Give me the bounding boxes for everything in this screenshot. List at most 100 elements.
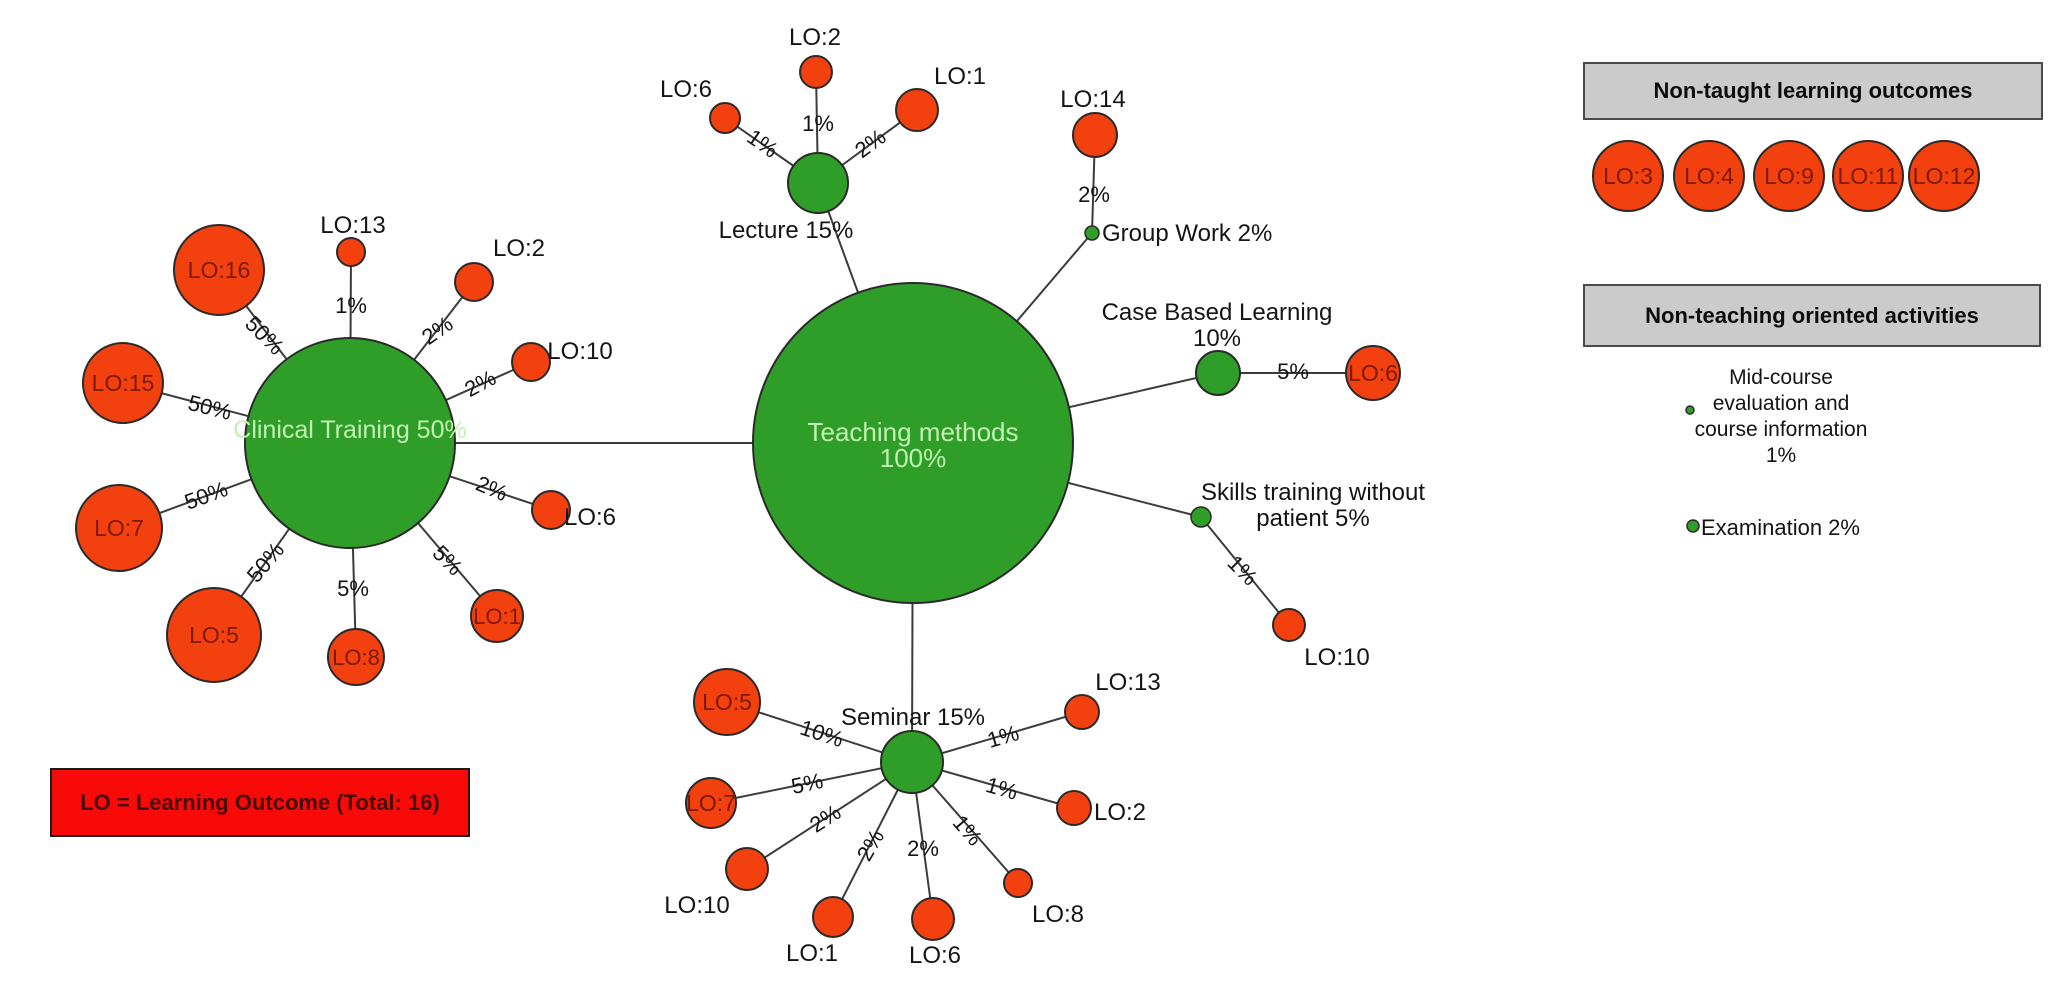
node-m-lo7 bbox=[685, 777, 737, 829]
node-c-lo1 bbox=[470, 589, 524, 643]
label-g-lo14: LO:14 bbox=[1060, 86, 1125, 113]
edge-label-seminar--m-lo13: 1% bbox=[984, 720, 1021, 753]
panel-non-taught-header: Non-taught learning outcomes bbox=[1583, 62, 2043, 120]
node-m-lo1 bbox=[812, 896, 854, 938]
label-c-lo1: LO:1 bbox=[473, 604, 521, 629]
label-c-lo6: LO:6 bbox=[564, 504, 616, 531]
node-m-lo10 bbox=[725, 847, 769, 891]
node-teaching-methods bbox=[752, 282, 1074, 604]
node-nt-lo12 bbox=[1908, 140, 1980, 212]
node-m-lo13 bbox=[1064, 694, 1100, 730]
edge-skills-training--s-lo10 bbox=[1200, 516, 1290, 626]
edge-label-group-work--g-lo14: 2% bbox=[1078, 182, 1110, 207]
node-skills-training bbox=[1190, 506, 1212, 528]
label-group-work: Group Work 2% bbox=[1102, 220, 1272, 247]
node-clinical-training bbox=[244, 337, 456, 549]
edge-label-seminar--m-lo6: 2% bbox=[907, 836, 939, 861]
panel-non-teaching-header: Non-teaching oriented activities bbox=[1583, 284, 2041, 347]
node-nt-lo3 bbox=[1592, 140, 1664, 212]
label-nt-lo3: LO:3 bbox=[1603, 163, 1653, 189]
node-b-lo6 bbox=[1345, 345, 1401, 401]
node-examination bbox=[1686, 519, 1700, 533]
label-l-lo6: LO:6 bbox=[660, 76, 712, 103]
edge-label-case-based-learning--b-lo6: 5% bbox=[1277, 359, 1309, 384]
node-l-lo1 bbox=[895, 88, 939, 132]
node-c-lo13 bbox=[336, 237, 366, 267]
label-l-lo1: LO:1 bbox=[934, 63, 986, 90]
node-c-lo5 bbox=[166, 587, 262, 683]
node-midcourse-eval bbox=[1685, 405, 1695, 415]
label-m-lo7: LO:7 bbox=[686, 790, 736, 816]
label-clinical-training: Clinical Training 50% bbox=[233, 416, 466, 444]
edge-label-skills-training--s-lo10: 1% bbox=[1223, 550, 1263, 590]
label-c-lo16: LO:16 bbox=[188, 257, 251, 283]
node-s-lo10 bbox=[1272, 608, 1306, 642]
label-s-lo10: LO:10 bbox=[1304, 644, 1369, 671]
label-m-lo13: LO:13 bbox=[1095, 669, 1160, 696]
node-c-lo6 bbox=[531, 490, 571, 530]
node-c-lo2 bbox=[454, 262, 494, 302]
node-c-lo15 bbox=[82, 342, 164, 424]
label-c-lo7: LO:7 bbox=[94, 515, 144, 541]
node-l-lo6 bbox=[709, 102, 741, 134]
label-lecture: Lecture 15% bbox=[719, 217, 854, 244]
label-c-lo2: LO:2 bbox=[493, 235, 545, 262]
label-case-based-learning: Case Based Learning 10% bbox=[1102, 299, 1333, 352]
node-m-lo2 bbox=[1056, 790, 1092, 826]
label-m-lo8: LO:8 bbox=[1032, 901, 1084, 928]
label-c-lo13: LO:13 bbox=[320, 212, 385, 239]
label-m-lo6: LO:6 bbox=[909, 942, 961, 969]
edge-label-seminar--m-lo7: 5% bbox=[789, 767, 825, 798]
edge-seminar--m-lo10 bbox=[746, 761, 913, 870]
panel-non-taught-title: Non-taught learning outcomes bbox=[1653, 78, 1973, 103]
label-examination: Examination 2% bbox=[1701, 515, 1860, 540]
label-nt-lo4: LO:4 bbox=[1684, 163, 1734, 189]
node-g-lo14 bbox=[1072, 112, 1118, 158]
edge-label-lecture--l-lo2: 1% bbox=[802, 111, 834, 136]
node-nt-lo11 bbox=[1832, 140, 1904, 212]
edge-label-clinical-training--c-lo13: 1% bbox=[335, 293, 367, 318]
label-m-lo10: LO:10 bbox=[664, 892, 729, 919]
edge-label-clinical-training--c-lo15: 50% bbox=[186, 390, 235, 425]
edge-seminar--m-lo7 bbox=[710, 761, 913, 804]
label-c-lo15: LO:15 bbox=[92, 370, 155, 396]
edge-label-lecture--l-lo6: 1% bbox=[743, 124, 783, 163]
panel-non-teaching-title: Non-teaching oriented activities bbox=[1645, 302, 1979, 328]
label-c-lo5: LO:5 bbox=[189, 622, 239, 648]
label-m-lo1: LO:1 bbox=[786, 940, 838, 967]
label-m-lo5: LO:5 bbox=[702, 689, 752, 715]
edge-label-seminar--m-lo10: 2% bbox=[805, 799, 845, 837]
label-c-lo8: LO:8 bbox=[332, 645, 380, 670]
node-case-based-learning bbox=[1195, 350, 1241, 396]
label-midcourse-eval: Mid-course evaluation and course informati… bbox=[1695, 366, 1868, 467]
edge-label-clinical-training--c-lo5: 50% bbox=[241, 537, 288, 587]
legend-label: LO = Learning Outcome (Total: 16) bbox=[80, 789, 440, 815]
label-nt-lo9: LO:9 bbox=[1764, 163, 1814, 189]
node-seminar bbox=[880, 730, 944, 794]
node-nt-lo4 bbox=[1673, 140, 1745, 212]
legend-box: LO = Learning Outcome (Total: 16) bbox=[50, 768, 470, 837]
edge-label-seminar--m-lo8: 1% bbox=[948, 810, 988, 850]
edge-label-clinical-training--c-lo7: 50% bbox=[181, 476, 231, 515]
node-lecture bbox=[787, 152, 849, 214]
edge-label-seminar--m-lo1: 2% bbox=[851, 825, 889, 865]
label-skills-training: Skills training without patient 5% bbox=[1201, 479, 1425, 532]
node-c-lo8 bbox=[327, 628, 385, 686]
label-nt-lo12: LO:12 bbox=[1913, 163, 1976, 189]
edge-label-seminar--m-lo2: 1% bbox=[983, 772, 1020, 805]
node-c-lo10 bbox=[511, 342, 551, 382]
node-c-lo7 bbox=[75, 484, 163, 572]
node-c-lo16 bbox=[173, 224, 265, 316]
edge-label-clinical-training--c-lo10: 2% bbox=[460, 364, 500, 401]
node-m-lo6 bbox=[911, 897, 955, 941]
node-m-lo8 bbox=[1003, 868, 1033, 898]
label-c-lo10: LO:10 bbox=[547, 338, 612, 365]
node-group-work bbox=[1084, 225, 1100, 241]
label-m-lo2: LO:2 bbox=[1094, 799, 1146, 826]
label-teaching-methods: Teaching methods 100% bbox=[807, 417, 1018, 473]
label-b-lo6: LO:6 bbox=[1348, 360, 1398, 386]
edge-label-clinical-training--c-lo8: 5% bbox=[337, 576, 369, 601]
node-m-lo5 bbox=[693, 668, 761, 736]
edge-label-lecture--l-lo1: 2% bbox=[850, 124, 890, 163]
